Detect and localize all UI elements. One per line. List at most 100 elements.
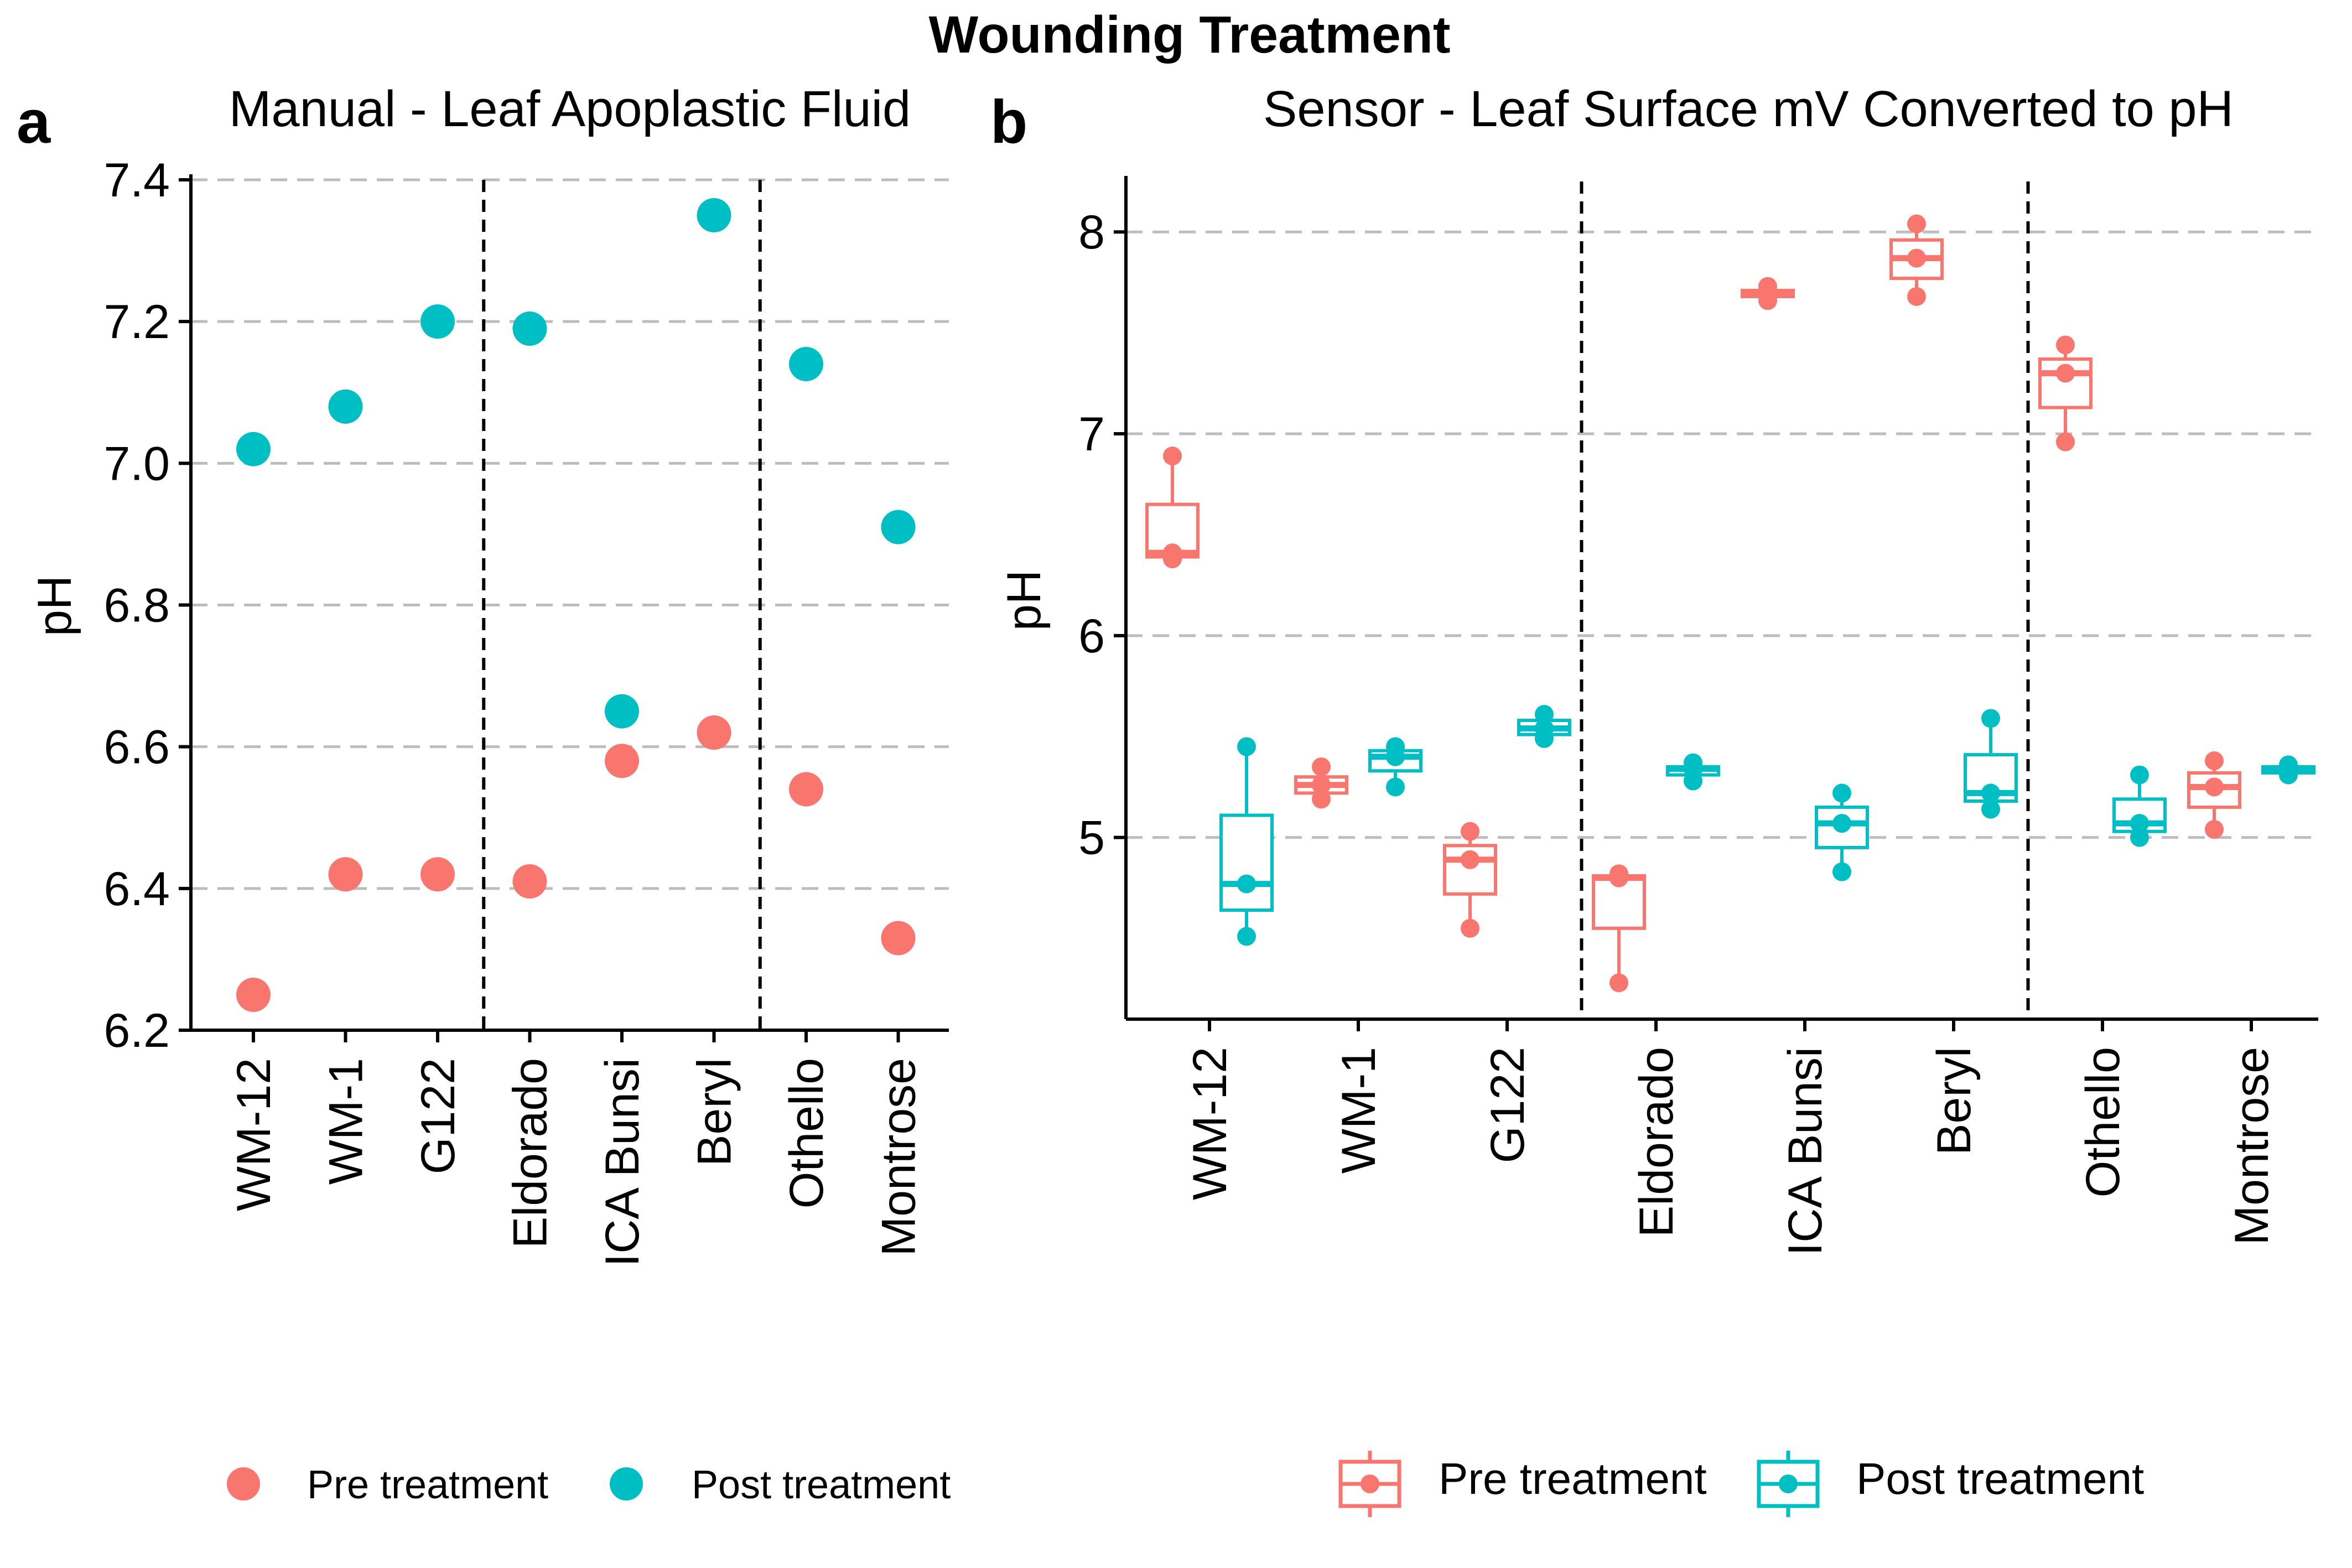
b-x-tick-label-othello: Othello bbox=[2076, 1047, 2130, 1198]
boxplot-post-treatment-wm-1 bbox=[1368, 737, 1422, 797]
panel-a-y-axis-label: pH bbox=[28, 575, 81, 636]
point-pre-treatment-othello-2 bbox=[2056, 335, 2075, 355]
point-post-treatment-montrose-2 bbox=[2279, 755, 2298, 775]
point-post-treatment-othello bbox=[789, 347, 823, 382]
legend-b-pre-label: Pre treatment bbox=[1439, 1454, 1707, 1503]
point-pre-treatment-ica-bunsi-2 bbox=[1758, 277, 1777, 296]
point-post-treatment-g122 bbox=[420, 304, 455, 339]
legend-a-post-label: Post treatment bbox=[692, 1463, 951, 1507]
panel-a-gridlines bbox=[191, 178, 949, 1032]
b-x-tick-label-wm-1: WM-1 bbox=[1332, 1047, 1385, 1174]
boxplot-post-treatment-othello bbox=[2112, 765, 2167, 847]
b-x-tick-label-g122: G122 bbox=[1481, 1047, 1534, 1163]
panel-a-manual-chart: a Manual - Leaf Apoplastic Fluid pH 6.26… bbox=[17, 81, 949, 1267]
b-x-tick-label-beryl: Beryl bbox=[1928, 1047, 1981, 1155]
boxplot-pre-treatment-ica-bunsi bbox=[1741, 277, 1795, 310]
boxplot-post-treatment-beryl bbox=[1964, 709, 2018, 819]
panel-b-label: b bbox=[990, 88, 1027, 156]
box-pre-treatment-eldorado bbox=[1592, 874, 1646, 930]
panel-b-group-separators bbox=[1580, 181, 2030, 1019]
panel-b-legend: Pre treatment Post treatment bbox=[1338, 1451, 2144, 1517]
point-pre-treatment-othello-0 bbox=[2056, 432, 2075, 451]
figure-title: Wounding Treatment bbox=[929, 6, 1451, 64]
point-post-treatment-eldorado-2 bbox=[1684, 753, 1702, 772]
point-pre-treatment-g122-0 bbox=[1461, 918, 1479, 938]
b-y-tick-label-0: 5 bbox=[1078, 812, 1105, 865]
panel-a-axes bbox=[179, 174, 949, 1042]
panel-a-group-separators bbox=[482, 180, 762, 1030]
a-y-tick-label-2: 6.6 bbox=[103, 721, 170, 774]
a-x-tick-label-wm-1: WM-1 bbox=[320, 1058, 373, 1185]
point-pre-treatment-eldorado-0 bbox=[1609, 973, 1628, 993]
point-post-treatment-beryl-2 bbox=[1981, 709, 2000, 728]
boxplot-post-treatment-ica-bunsi bbox=[1815, 783, 1869, 881]
a-y-tick-label-1: 6.4 bbox=[103, 863, 170, 916]
point-pre-treatment-beryl-0 bbox=[1907, 287, 1926, 306]
boxplot-post-treatment-montrose bbox=[2261, 755, 2315, 785]
point-post-treatment-wm-1-0 bbox=[1386, 777, 1405, 797]
b-y-tick-label-2: 7 bbox=[1078, 408, 1105, 461]
a-y-tick-label-6: 7.4 bbox=[103, 154, 170, 207]
point-pre-treatment-ica-bunsi bbox=[605, 744, 639, 778]
point-pre-treatment-wm-1 bbox=[328, 857, 363, 892]
panel-a-legend: Pre treatment Post treatment bbox=[227, 1463, 951, 1507]
point-pre-treatment-wm-12-2 bbox=[1163, 446, 1182, 466]
a-x-tick-label-g122: G122 bbox=[412, 1058, 465, 1174]
point-post-treatment-wm-1 bbox=[328, 389, 363, 424]
boxplot-post-treatment-g122 bbox=[1517, 705, 1571, 748]
point-post-treatment-beryl-0 bbox=[1981, 799, 2000, 819]
boxplot-post-treatment-wm-12 bbox=[1219, 737, 1274, 946]
b-x-tick-label-wm-12: WM-12 bbox=[1183, 1047, 1237, 1200]
point-pre-treatment-wm-12-1 bbox=[1163, 543, 1182, 563]
panel-a-tick-labels: 6.2 6.4 6.6 6.8 7.0 7.2 7.4 WM-12 WM-1 G122 Eldora… bbox=[103, 154, 925, 1267]
point-post-treatment-ica-bunsi-1 bbox=[1832, 814, 1851, 833]
boxplot-pre-treatment-montrose bbox=[2187, 751, 2241, 839]
point-pre-treatment-beryl bbox=[697, 715, 731, 750]
point-post-treatment-montrose bbox=[881, 510, 916, 544]
b-x-tick-label-montrose: Montrose bbox=[2225, 1047, 2278, 1245]
point-post-treatment-beryl bbox=[697, 198, 731, 233]
panel-a-data-points bbox=[236, 198, 916, 1012]
legend-b-pre-swatch bbox=[1338, 1451, 1401, 1517]
a-y-tick-label-4: 7.0 bbox=[103, 437, 170, 490]
b-y-tick-label-3: 8 bbox=[1078, 206, 1105, 259]
point-post-treatment-eldorado bbox=[512, 311, 547, 346]
point-pre-treatment-wm-1-2 bbox=[1312, 757, 1331, 776]
panel-a-title: Manual - Leaf Apoplastic Fluid bbox=[229, 81, 911, 137]
point-pre-treatment-montrose-0 bbox=[2205, 820, 2224, 839]
legend-a-pre-swatch bbox=[227, 1467, 260, 1500]
boxplot-pre-treatment-wm-1 bbox=[1294, 757, 1348, 809]
panel-b-tick-labels: 5 6 7 8 WM-12 WM-1 G122 Eldorado ICA Bunsi Beryl O… bbox=[1078, 206, 2278, 1255]
box-post-treatment-wm-12 bbox=[1219, 813, 1274, 912]
point-pre-treatment-montrose-1 bbox=[2205, 777, 2224, 797]
point-post-treatment-ica-bunsi bbox=[605, 694, 639, 729]
point-post-treatment-ica-bunsi-0 bbox=[1832, 862, 1851, 881]
point-pre-treatment-eldorado-2 bbox=[1609, 864, 1628, 884]
a-y-tick-label-3: 6.8 bbox=[103, 579, 170, 632]
boxplot-post-treatment-eldorado bbox=[1666, 753, 1720, 791]
b-x-tick-label-ica-bunsi: ICA Bunsi bbox=[1779, 1047, 1832, 1256]
panel-b-title: Sensor - Leaf Surface mV Converted to pH bbox=[1263, 81, 2234, 137]
point-post-treatment-othello-2 bbox=[2130, 765, 2149, 785]
boxplot-pre-treatment-wm-12 bbox=[1145, 446, 1200, 569]
b-x-tick-label-eldorado: Eldorado bbox=[1630, 1047, 1683, 1237]
legend-a-pre-label: Pre treatment bbox=[307, 1463, 548, 1507]
point-pre-treatment-g122-1 bbox=[1461, 850, 1479, 869]
point-post-treatment-beryl-1 bbox=[1981, 783, 2000, 803]
panel-b-y-axis-label: pH bbox=[998, 570, 1051, 631]
a-x-tick-label-eldorado: Eldorado bbox=[504, 1058, 557, 1248]
point-post-treatment-wm-12-2 bbox=[1237, 737, 1256, 756]
a-y-tick-label-5: 7.2 bbox=[103, 295, 170, 349]
point-pre-treatment-g122 bbox=[420, 857, 455, 892]
boxplot-pre-treatment-beryl bbox=[1889, 214, 1944, 306]
panel-b-axes bbox=[1114, 176, 2318, 1031]
boxplot-pre-treatment-othello bbox=[2038, 335, 2093, 451]
a-y-tick-label-0: 6.2 bbox=[103, 1004, 170, 1057]
point-post-treatment-othello-1 bbox=[2130, 814, 2149, 833]
legend-b-post-label: Post treatment bbox=[1856, 1454, 2144, 1503]
legend-b-post-swatch bbox=[1757, 1451, 1820, 1517]
point-pre-treatment-othello bbox=[789, 772, 823, 807]
panel-b-sensor-chart: b Sensor - Leaf Surface mV Converted to … bbox=[990, 81, 2318, 1256]
point-pre-treatment-wm-1-0 bbox=[1312, 790, 1331, 809]
panel-b-gridlines bbox=[1126, 230, 2318, 839]
